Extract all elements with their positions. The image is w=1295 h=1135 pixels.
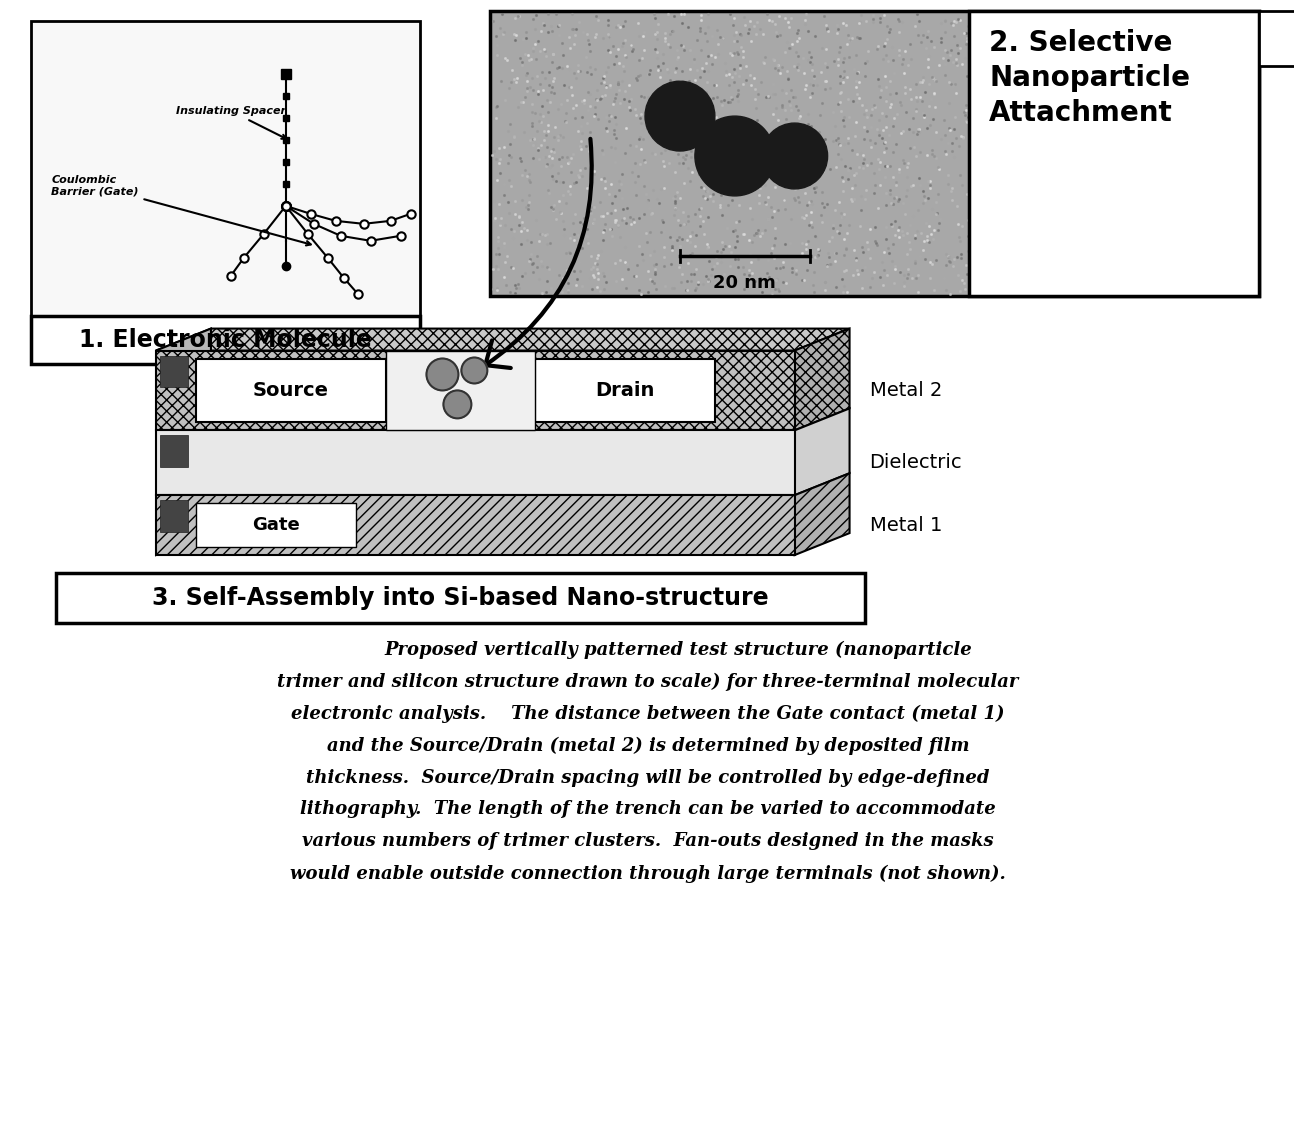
Bar [31, 316, 421, 363]
Text: Coulombic
Barrier (Gate): Coulombic Barrier (Gate) [52, 175, 311, 245]
FancyArrowPatch shape [486, 138, 592, 368]
Circle shape [461, 358, 487, 384]
Text: 2. Selective
Nanoparticle
Attachment: 2. Selective Nanoparticle Attachment [989, 30, 1190, 126]
Bar [491, 11, 1259, 295]
Bar [31, 22, 421, 316]
Bar [161, 501, 188, 532]
Circle shape [695, 116, 774, 196]
Bar [386, 351, 535, 430]
Bar [56, 573, 865, 623]
Bar [157, 430, 795, 495]
Text: lithography.  The length of the trench can be varied to accommodate: lithography. The length of the trench ca… [300, 800, 996, 818]
Polygon shape [795, 329, 850, 430]
Bar [1259, 11, 1295, 66]
Circle shape [645, 82, 715, 151]
Bar [196, 359, 386, 422]
Circle shape [426, 359, 458, 390]
Text: Source: Source [253, 381, 329, 400]
Polygon shape [795, 473, 850, 555]
Bar [157, 351, 795, 430]
Text: Proposed vertically patterned test structure (nanoparticle: Proposed vertically patterned test struc… [385, 641, 971, 659]
Text: electronic analysis.    The distance between the Gate contact (metal 1): electronic analysis. The distance betwee… [291, 705, 1005, 723]
Polygon shape [157, 473, 850, 495]
Bar [196, 503, 356, 547]
Bar [970, 11, 1259, 295]
Text: Dielectric: Dielectric [869, 453, 962, 472]
Text: 3. Self-Assembly into Si-based Nano-structure: 3. Self-Assembly into Si-based Nano-stru… [152, 586, 769, 609]
Text: Insulating Spacer: Insulating Spacer [176, 106, 286, 138]
Polygon shape [157, 329, 850, 351]
Circle shape [761, 123, 828, 188]
Polygon shape [157, 409, 850, 430]
Text: trimer and silicon structure drawn to scale) for three-terminal molecular: trimer and silicon structure drawn to sc… [277, 673, 1019, 691]
Text: Drain: Drain [596, 381, 655, 400]
Circle shape [443, 390, 471, 419]
Text: Metal 1: Metal 1 [869, 515, 941, 535]
Text: Gate: Gate [253, 516, 299, 535]
Polygon shape [157, 329, 211, 555]
Text: and the Source/Drain (metal 2) is determined by deposited film: and the Source/Drain (metal 2) is determ… [326, 737, 969, 755]
Bar [535, 359, 715, 422]
Polygon shape [795, 409, 850, 495]
Text: 1. Electronic Molecule: 1. Electronic Molecule [79, 328, 373, 352]
Text: would enable outside connection through large terminals (not shown).: would enable outside connection through … [290, 864, 1006, 883]
Bar [157, 495, 795, 555]
Text: thickness.  Source/Drain spacing will be controlled by edge-defined: thickness. Source/Drain spacing will be … [306, 768, 989, 787]
Text: 20 nm: 20 nm [714, 274, 776, 292]
Text: Metal 2: Metal 2 [869, 381, 941, 400]
Bar [161, 436, 188, 468]
Bar [161, 355, 188, 387]
Text: various numbers of trimer clusters.  Fan-outs designed in the masks: various numbers of trimer clusters. Fan-… [302, 832, 993, 850]
